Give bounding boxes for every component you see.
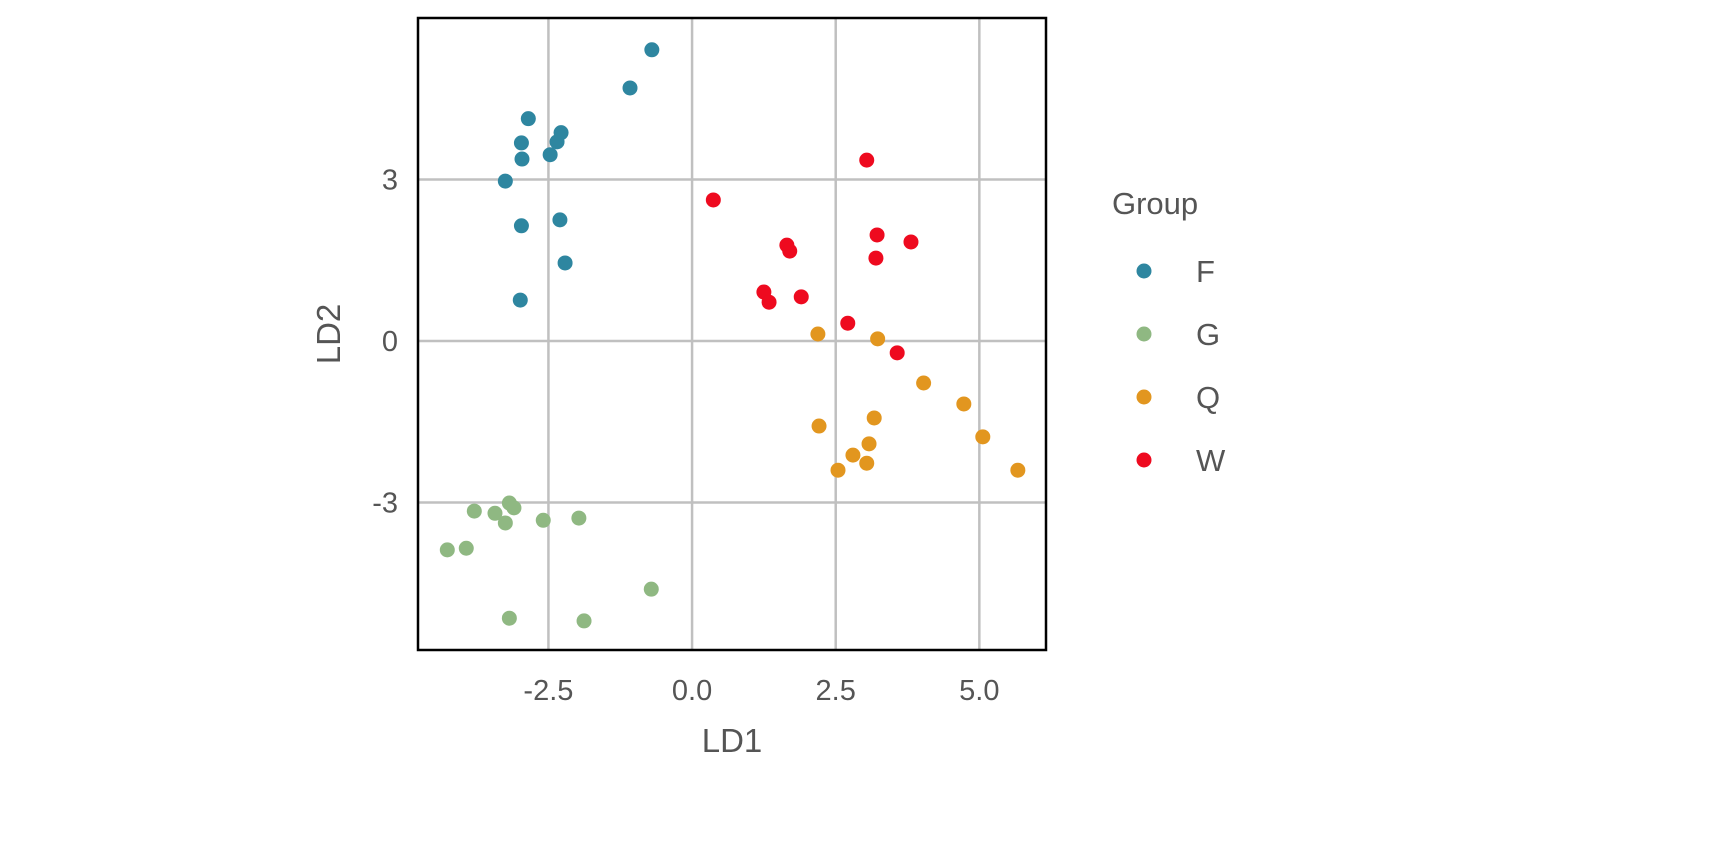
point-W bbox=[761, 294, 777, 310]
point-G bbox=[571, 510, 587, 526]
point-W bbox=[782, 243, 798, 259]
point-F bbox=[542, 147, 558, 163]
point-G bbox=[439, 542, 455, 558]
point-G bbox=[497, 515, 513, 531]
point-Q bbox=[975, 429, 991, 445]
point-Q bbox=[845, 447, 861, 463]
legend-key-Q bbox=[1136, 389, 1152, 405]
y-tick-label: 0 bbox=[382, 326, 398, 358]
point-W bbox=[889, 345, 905, 361]
point-W bbox=[869, 227, 885, 243]
x-tick-label: 0.0 bbox=[672, 675, 712, 707]
point-Q bbox=[866, 410, 882, 426]
y-axis-label: LD2 bbox=[310, 304, 347, 365]
point-F bbox=[512, 292, 528, 308]
legend-title: Group bbox=[1112, 186, 1198, 221]
point-W bbox=[868, 250, 884, 266]
point-F bbox=[552, 212, 568, 228]
ticks: -2.5 0.0 2.5 5.0 -3 0 3 bbox=[372, 164, 999, 707]
point-F bbox=[622, 80, 638, 96]
grid bbox=[418, 18, 1046, 650]
point-Q bbox=[810, 326, 826, 342]
legend-label-F: F bbox=[1196, 254, 1215, 289]
x-axis-label: LD1 bbox=[702, 722, 763, 759]
plot-panel-border bbox=[416, 16, 1048, 652]
point-G bbox=[506, 500, 522, 516]
y-tick-label: 3 bbox=[382, 164, 398, 196]
point-F bbox=[520, 111, 536, 127]
point-Q bbox=[916, 375, 932, 391]
y-tick-label: -3 bbox=[372, 487, 398, 519]
point-W bbox=[793, 289, 809, 305]
legend-key-G bbox=[1136, 326, 1152, 342]
legend-label-W: W bbox=[1196, 443, 1226, 478]
point-W bbox=[859, 152, 875, 168]
point-F bbox=[644, 42, 660, 58]
point-F bbox=[497, 173, 513, 189]
point-G bbox=[458, 540, 474, 556]
point-F bbox=[557, 255, 573, 271]
point-G bbox=[643, 581, 659, 597]
point-Q bbox=[1010, 462, 1026, 478]
point-G bbox=[466, 503, 482, 519]
point-F bbox=[513, 218, 529, 234]
point-W bbox=[903, 234, 919, 250]
legend-label-G: G bbox=[1196, 317, 1220, 352]
legend-key-F bbox=[1136, 263, 1152, 279]
x-tick-label: 5.0 bbox=[959, 675, 999, 707]
point-W bbox=[705, 192, 721, 208]
point-G bbox=[501, 610, 517, 626]
points bbox=[439, 42, 1026, 629]
point-G bbox=[535, 512, 551, 528]
point-Q bbox=[861, 436, 877, 452]
legend-label-Q: Q bbox=[1196, 380, 1220, 415]
point-F bbox=[514, 151, 530, 167]
point-Q bbox=[870, 331, 886, 347]
point-G bbox=[576, 613, 592, 629]
x-tick-label: -2.5 bbox=[523, 675, 573, 707]
legend-key-W bbox=[1136, 452, 1152, 468]
x-tick-label: 2.5 bbox=[816, 675, 856, 707]
point-F bbox=[549, 134, 565, 150]
point-Q bbox=[956, 396, 972, 412]
point-G bbox=[487, 505, 503, 521]
point-W bbox=[840, 315, 856, 331]
point-Q bbox=[859, 455, 875, 471]
point-Q bbox=[830, 462, 846, 478]
point-F bbox=[513, 135, 529, 151]
point-Q bbox=[811, 418, 827, 434]
